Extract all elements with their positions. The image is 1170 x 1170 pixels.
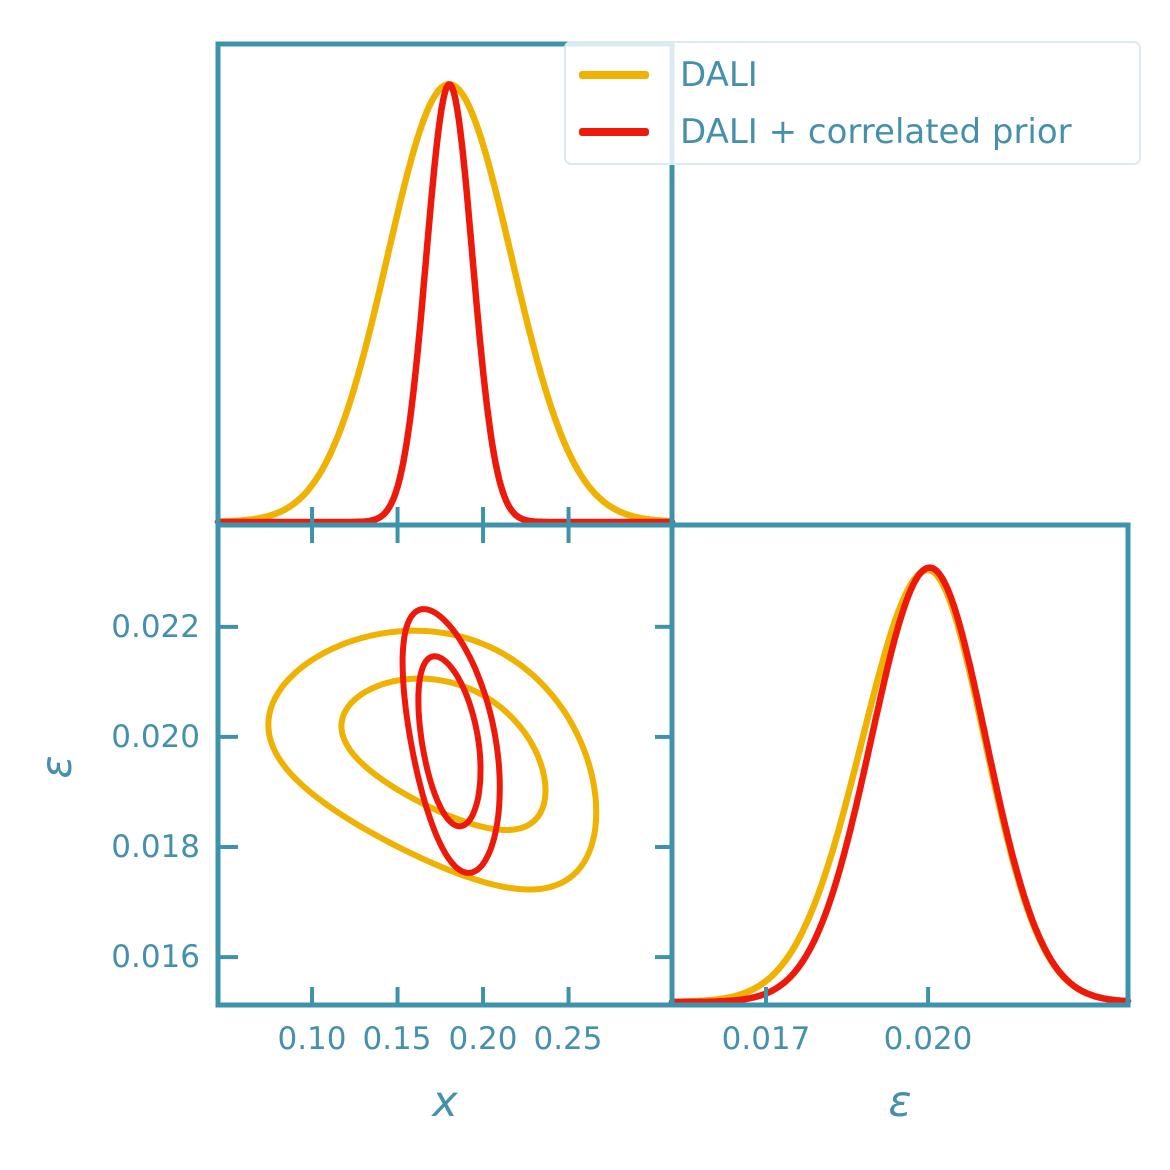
legend-item-dali-prior: DALI + correlated prior bbox=[579, 112, 1139, 152]
eps-y-tick-label-3: 0.016 bbox=[111, 939, 200, 975]
dali-eps-marginal-curve bbox=[668, 566, 1132, 1006]
legend-label-dali: DALI bbox=[680, 54, 758, 95]
eps-x-axis-title: ε bbox=[888, 1077, 912, 1127]
dali-line-swatch bbox=[579, 70, 649, 79]
eps-y-tick-label-0: 0.022 bbox=[111, 609, 200, 645]
x-axis-title: x bbox=[432, 1077, 458, 1127]
dali-outer-contour bbox=[265, 627, 600, 893]
dali-inner-contour bbox=[338, 675, 549, 833]
x-tick-label-1: 0.15 bbox=[362, 1021, 432, 1057]
dali-prior-line-swatch bbox=[579, 127, 649, 136]
eps-y-tick-label-1: 0.020 bbox=[111, 719, 200, 755]
prior-inner-contour bbox=[415, 653, 484, 830]
eps-y-axis-title: ε bbox=[32, 755, 82, 779]
prior-x-marginal-curve bbox=[214, 81, 676, 526]
eps-x-tick-label-1: 0.020 bbox=[883, 1021, 973, 1057]
legend-label-dali-prior: DALI + correlated prior bbox=[680, 111, 1072, 152]
x-tick-label-0: 0.10 bbox=[277, 1021, 347, 1057]
eps-y-tick-label-2: 0.018 bbox=[111, 829, 200, 865]
legend: DALI DALI + correlated prior bbox=[564, 41, 1141, 165]
x-tick-label-3: 0.25 bbox=[533, 1021, 603, 1057]
panel-eps-marginal bbox=[669, 522, 1131, 1008]
x-tick-label-2: 0.20 bbox=[448, 1021, 518, 1057]
eps-x-tick-label-0: 0.017 bbox=[721, 1021, 811, 1057]
prior-eps-marginal-curve bbox=[668, 564, 1132, 1006]
legend-item-dali: DALI bbox=[579, 55, 1139, 95]
prior-outer-contour bbox=[399, 606, 503, 876]
